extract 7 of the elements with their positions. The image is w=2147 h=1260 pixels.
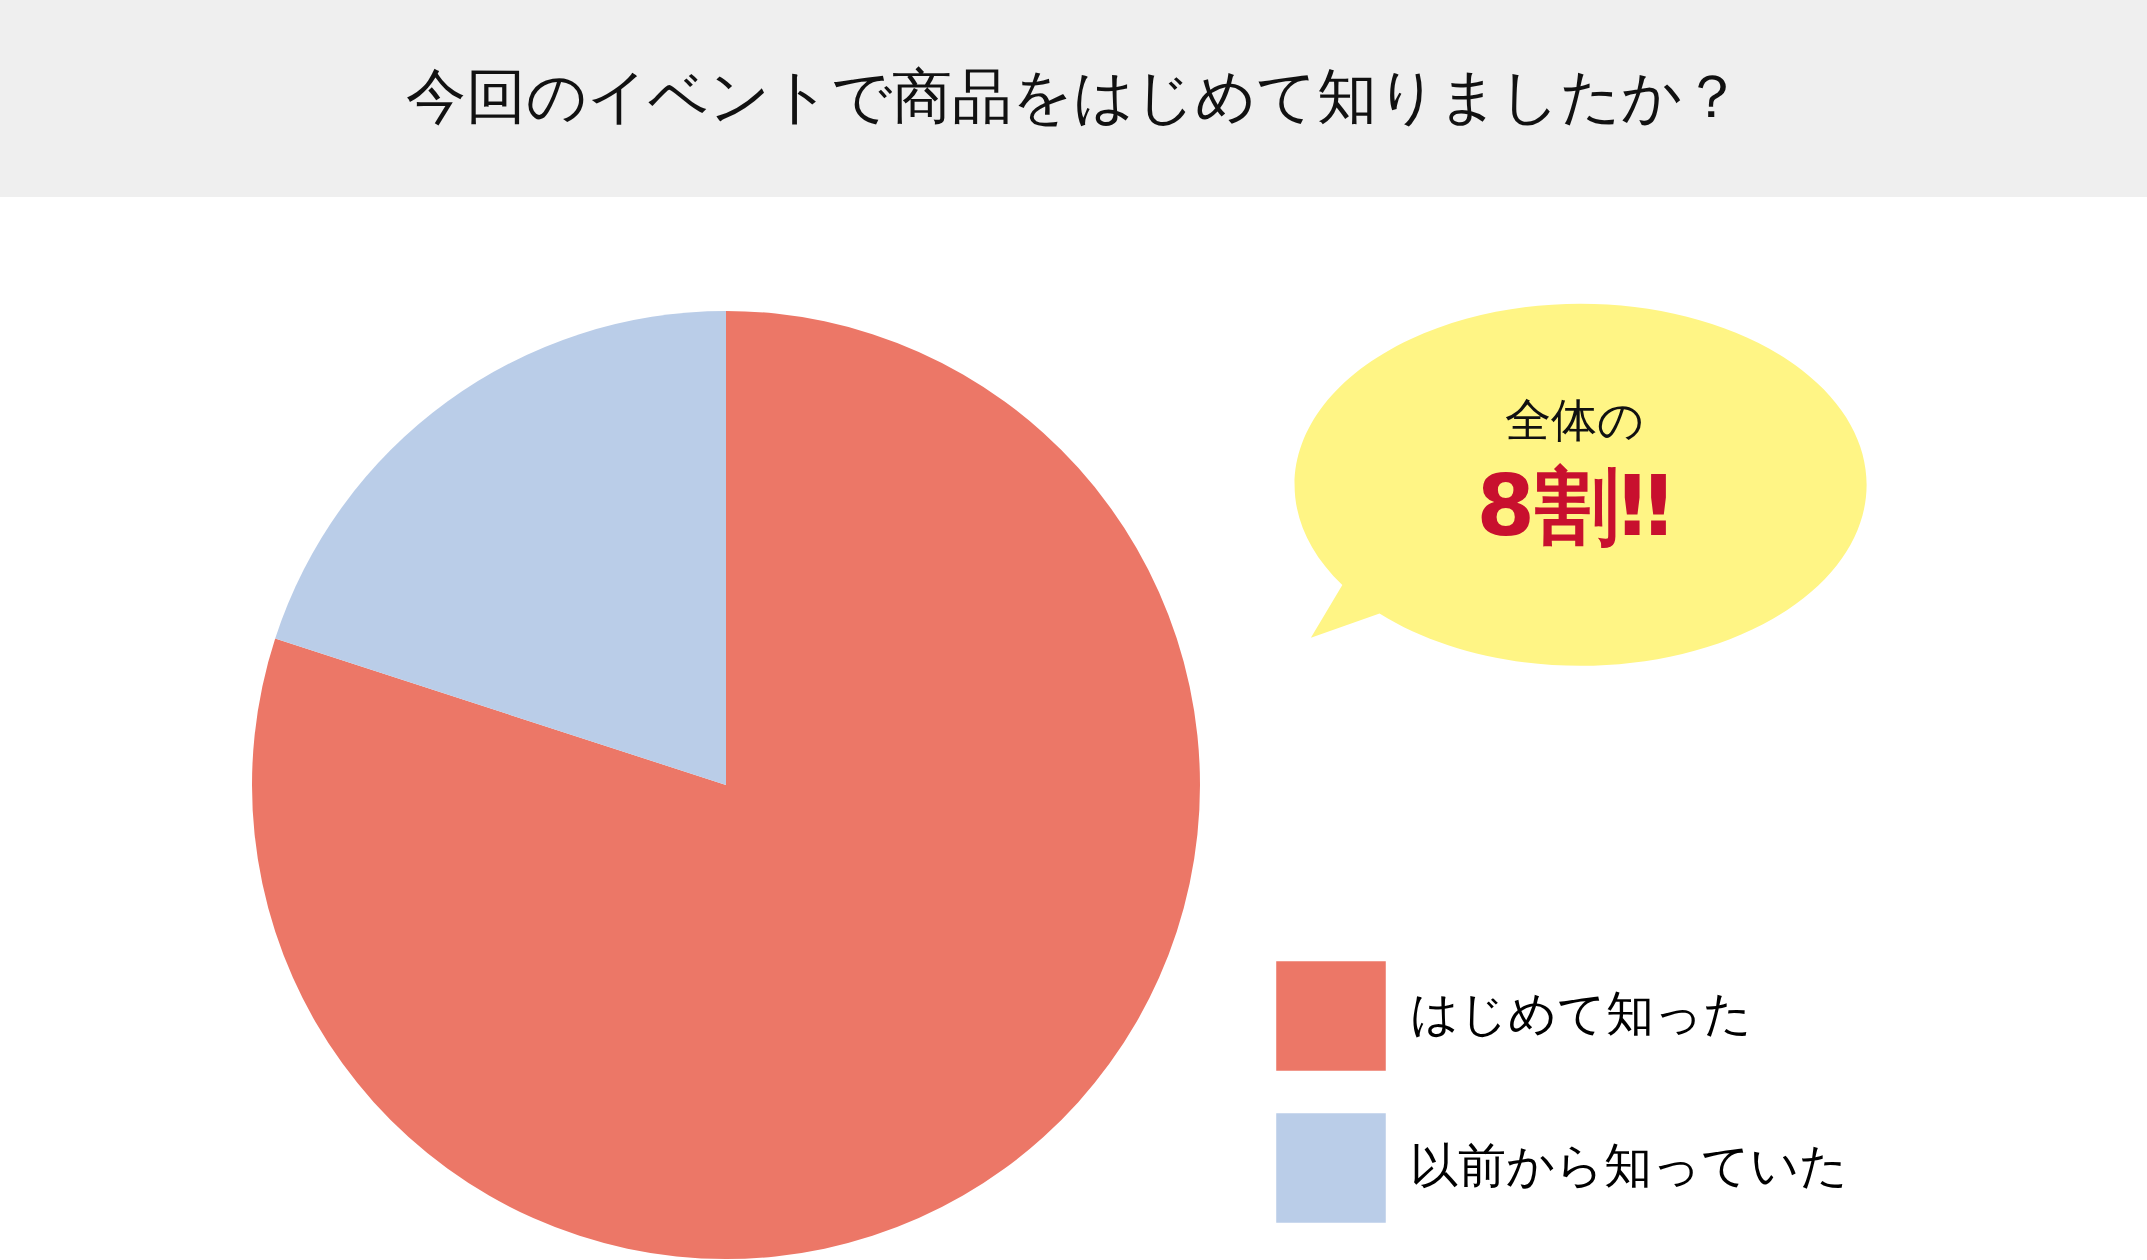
text: 全体の — [1504, 393, 1644, 447]
chart-title: 今回のイベントで商品をはじめて知りましたか？ — [405, 61, 1742, 131]
pie-slice — [275, 311, 726, 785]
pie-slice — [252, 311, 1200, 1259]
legend-label: 以前から知っていた — [1410, 1137, 1848, 1193]
legend-label: はじめて知った — [1410, 985, 1752, 1041]
text: 8割‼ — [1476, 457, 1672, 555]
